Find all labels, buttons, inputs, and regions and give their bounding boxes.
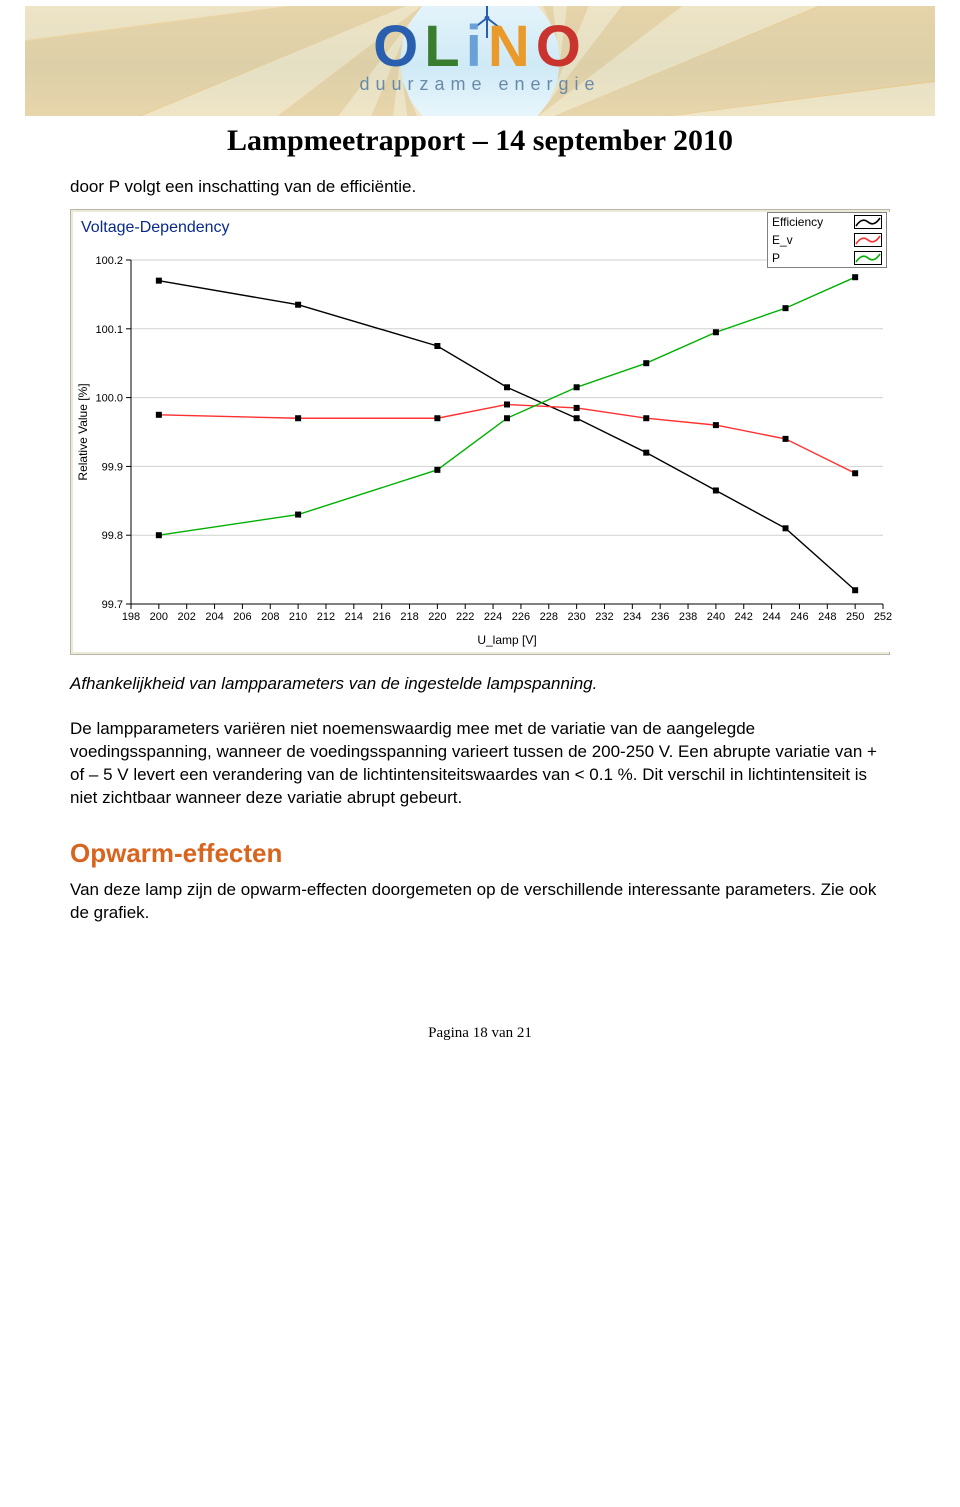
svg-text:202: 202 — [178, 611, 196, 623]
svg-text:240: 240 — [707, 611, 725, 623]
svg-text:250: 250 — [846, 611, 864, 623]
svg-text:248: 248 — [818, 611, 836, 623]
section-heading: Opwarm-effecten — [70, 836, 890, 871]
svg-text:222: 222 — [456, 611, 474, 623]
page-footer: Pagina 18 van 21 — [0, 1025, 960, 1042]
svg-text:232: 232 — [595, 611, 613, 623]
svg-text:230: 230 — [567, 611, 585, 623]
svg-text:206: 206 — [233, 611, 251, 623]
chart-caption: Afhankelijkheid van lampparameters van d… — [70, 673, 890, 696]
svg-text:220: 220 — [428, 611, 446, 623]
svg-text:198: 198 — [122, 611, 140, 623]
page-title: Lampmeetrapport – 14 september 2010 — [0, 124, 960, 158]
svg-text:214: 214 — [345, 611, 363, 623]
svg-text:200: 200 — [150, 611, 168, 623]
svg-text:204: 204 — [205, 611, 223, 623]
section-text: Van deze lamp zijn de opwarm-effecten do… — [70, 879, 890, 925]
svg-text:100.1: 100.1 — [95, 324, 123, 336]
chart-legend: EfficiencyE_vP — [767, 212, 887, 268]
header-banner: OLiNO duurzame energie — [25, 6, 935, 116]
body-paragraph: De lampparameters variëren niet noemensw… — [70, 718, 890, 810]
svg-text:100.0: 100.0 — [95, 393, 123, 405]
svg-text:236: 236 — [651, 611, 669, 623]
chart-plot: Voltage-Dependency 99.7 99.8 99.9 100.0 100.1… — [73, 212, 893, 652]
svg-text:99.9: 99.9 — [102, 461, 123, 473]
svg-text:U_lamp [V]: U_lamp [V] — [477, 633, 536, 647]
svg-text:210: 210 — [289, 611, 307, 623]
svg-text:242: 242 — [735, 611, 753, 623]
intro-text: door P volgt een inschatting van de effi… — [70, 176, 890, 199]
svg-text:216: 216 — [372, 611, 390, 623]
svg-text:Relative Value [%]: Relative Value [%] — [76, 383, 90, 480]
voltage-dependency-chart: EfficiencyE_vP Voltage-Dependency 99.7 99.… — [70, 209, 890, 655]
svg-text:252: 252 — [874, 611, 892, 623]
svg-text:234: 234 — [623, 611, 641, 623]
svg-text:246: 246 — [790, 611, 808, 623]
svg-text:244: 244 — [762, 611, 780, 623]
svg-text:226: 226 — [512, 611, 530, 623]
svg-text:100.2: 100.2 — [95, 255, 123, 267]
svg-text:Voltage-Dependency: Voltage-Dependency — [81, 219, 230, 236]
svg-text:99.8: 99.8 — [102, 530, 123, 542]
svg-text:224: 224 — [484, 611, 502, 623]
logo: OLiNO duurzame energie — [359, 18, 600, 95]
svg-text:212: 212 — [317, 611, 335, 623]
svg-text:208: 208 — [261, 611, 279, 623]
svg-text:99.7: 99.7 — [102, 599, 123, 611]
svg-text:228: 228 — [540, 611, 558, 623]
svg-text:238: 238 — [679, 611, 697, 623]
svg-text:218: 218 — [400, 611, 418, 623]
